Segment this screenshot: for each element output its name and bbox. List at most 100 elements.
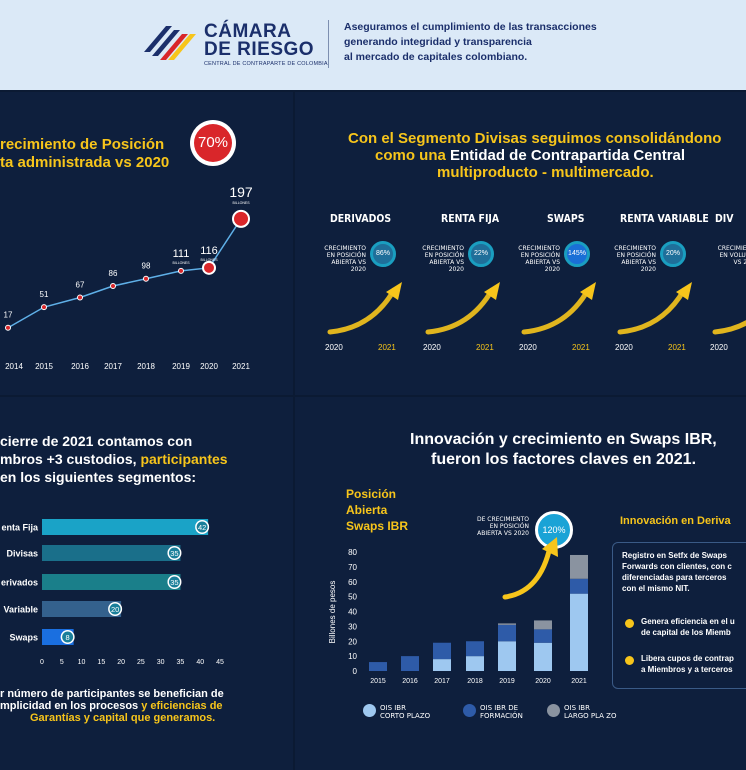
bullet-1-line-1: Genera eficiencia en el u xyxy=(641,617,735,626)
bullet-2-icon xyxy=(625,656,634,665)
panel1-title-1: recimiento de Posición xyxy=(0,136,165,153)
header-banner: CÁMARA DE RIESGO CENTRAL DE CONTRAPARTE … xyxy=(0,0,746,90)
panel3-title-1: cierre de 2021 contamos con xyxy=(0,433,193,449)
brand-line2: DE RIESGO xyxy=(204,39,315,60)
segment-label-4-1: EN VOLUM xyxy=(719,252,746,259)
participants-xtick-15: 15 xyxy=(97,659,105,666)
participants-xtick-30: 30 xyxy=(157,659,165,666)
swaps-ytick-60: 60 xyxy=(348,578,357,587)
participants-category-1: Divisas xyxy=(6,549,38,559)
segment-arrow-head-1 xyxy=(484,282,500,300)
growth-unit-2020: BILLONES xyxy=(200,258,218,262)
participants-category-4: Swaps xyxy=(9,633,38,643)
participants-value-0: 42 xyxy=(198,523,206,532)
growth-label: DE CRECIMIENTO EN POSICIÓN ABIERTA VS 20… xyxy=(465,516,529,537)
participants-value-dot-0 xyxy=(196,521,208,533)
participants-value-4: 8 xyxy=(66,633,70,642)
swaps-ytick-0: 0 xyxy=(353,667,358,676)
legend-label-0: OIS IBR CORTO PLAZO xyxy=(380,704,430,720)
legend-label-1: OIS IBR DE FORMACIÓN xyxy=(480,704,523,720)
box-line-1: Registro en Setfx de Swaps xyxy=(622,551,727,560)
growth-value-2017: 86 xyxy=(109,269,118,278)
segment-year1-3: 2020 xyxy=(615,343,633,352)
legend-label-2: OIS IBR LARGO PLA ZO xyxy=(564,704,616,720)
swaps-bar-2018-1 xyxy=(466,641,484,657)
growth-point-2017 xyxy=(110,282,116,289)
year-tick-2014: 2014 xyxy=(5,362,23,371)
swaps-bar-2020-2 xyxy=(534,620,552,630)
tagline-2: generando integridad y transparencia xyxy=(344,36,532,48)
segment-growth-value-3: 20% xyxy=(665,250,680,257)
panel3-title-3: en los siguientes segmentos: xyxy=(0,469,197,485)
participants-bar-1 xyxy=(42,545,181,561)
segment-name-0: DERIVADOS xyxy=(330,212,392,225)
swaps-stacked-chart: 0 10 20 30 40 50 60 70 80 Billones de pesos 2015 20… xyxy=(328,537,588,685)
participants-xtick-20: 20 xyxy=(117,659,125,666)
segment-year2-3: 2021 xyxy=(668,343,686,352)
bullet-2-line-1: Libera cupos de contrap xyxy=(641,654,734,663)
participants-bar-2 xyxy=(42,574,181,590)
swaps-bar-2017-1 xyxy=(433,642,451,660)
participants-bar-chart: 42 enta Fija 35 Divisas 35 erivados 20 Variable… xyxy=(1,519,224,666)
segment-label-0: CRECIMIENTO EN POSICIÓN ABIERTA VS 2020 xyxy=(322,245,366,273)
segment-label-2-1: EN POSICIÓN xyxy=(520,252,560,259)
segment-name-2: SWAPS xyxy=(547,212,585,225)
segment-growth-value-2: 145% xyxy=(568,250,586,257)
swaps-bar-2019-2 xyxy=(498,623,516,625)
segment-arrow-shaft-1 xyxy=(425,287,495,335)
panel-growth-line: recimiento de Posición ta administrada v… xyxy=(0,92,293,395)
brand-subtitle: CENTRAL DE CONTRAPARTE DE COLOMBIA xyxy=(204,61,328,67)
participants-value-dot-4 xyxy=(62,631,74,643)
segment-year1-2: 2020 xyxy=(519,343,537,352)
box-line-3: diferenciadas para terceros xyxy=(622,573,727,582)
swaps-ytick-70: 70 xyxy=(348,563,357,572)
camara-logo-icon xyxy=(144,26,196,60)
panel-swaps-ibr: Innovación y crecimiento en Swaps IBR, f… xyxy=(295,397,746,770)
swaps-xtick-2020: 2020 xyxy=(535,678,551,685)
participants-category-3: Variable xyxy=(3,605,38,615)
panel3-footer-2: mplicidad en los procesos y eficiencias … xyxy=(0,700,223,712)
panel2-title-1: Con el Segmento Divisas seguimos consoli… xyxy=(348,130,722,147)
swaps-ytick-20: 20 xyxy=(348,637,357,646)
legend-label-0-2: CORTO PLAZO xyxy=(380,712,431,720)
segment-label-3-2: ABIERTA VS 2020 xyxy=(621,259,656,273)
participants-value-1: 35 xyxy=(170,549,178,558)
segment-year1-4: 2020 xyxy=(710,343,728,352)
participants-value-3: 20 xyxy=(111,605,119,614)
bullet-1-icon xyxy=(625,619,634,628)
swaps-bar-2021-0 xyxy=(570,593,588,671)
participants-xtick-25: 25 xyxy=(137,659,145,666)
participants-xtick-0: 0 xyxy=(40,659,44,666)
swaps-xtick-2019: 2019 xyxy=(499,678,515,685)
swaps-xtick-2018: 2018 xyxy=(467,678,483,685)
growth-label-2: EN POSICIÓN xyxy=(489,523,529,530)
segment-label-2: CRECIMIENTO EN POSICIÓN ABIERTA VS 2020 xyxy=(516,245,560,273)
participants-bar-3 xyxy=(42,601,122,617)
segment-arrow-shaft-2 xyxy=(521,287,591,335)
swaps-ylabel: Billones de pesos xyxy=(328,581,337,644)
swaps-growth-value: 120% xyxy=(542,525,566,535)
swaps-ytick-10: 10 xyxy=(348,652,357,661)
segment-growth-arrow-icon-2 xyxy=(521,282,596,335)
segment-label-4: CRECIMIENEN VOLUMVS 20 xyxy=(707,245,746,266)
segment-label-1-2: ABIERTA VS 2020 xyxy=(429,259,464,273)
participants-xtick-10: 10 xyxy=(78,659,86,666)
growth-point-2018 xyxy=(143,275,149,282)
participants-value-2: 35 xyxy=(170,578,178,587)
segment-growth-arrow-icon-4 xyxy=(712,320,746,335)
participants-xtick-5: 5 xyxy=(60,659,64,666)
swaps-xtick-2021: 2021 xyxy=(571,678,587,685)
segment-growth-badge-0: 86% xyxy=(370,241,396,267)
panel4-title-1: Innovación y crecimiento en Swaps IBR, xyxy=(410,431,717,448)
legend-label-1-1: OIS IBR DE xyxy=(480,704,519,712)
line-chart: 172014512015672016862017982018111BILLONE… xyxy=(4,184,253,371)
panel2-title-3: multiproducto - multimercado. xyxy=(437,164,654,181)
panel2-title-2: como una Entidad de Contrapartida Centra… xyxy=(375,147,685,164)
panel3-title-2: mbros +3 custodios, participantes xyxy=(0,451,228,467)
panel-segments: Con el Segmento Divisas seguimos consoli… xyxy=(295,92,746,395)
brand-line1: CÁMARA xyxy=(204,21,292,42)
bullet-2-line-2: a Miembros y a terceros xyxy=(641,665,733,674)
year-tick-2017: 2017 xyxy=(104,362,122,371)
year-tick-2020: 2020 xyxy=(200,362,218,371)
segment-label-1-1: EN POSICIÓN xyxy=(424,252,464,259)
